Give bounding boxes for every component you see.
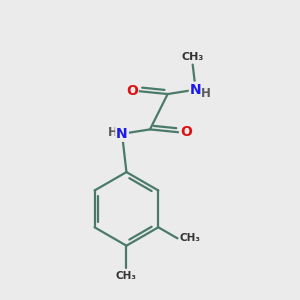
Text: O: O	[126, 84, 138, 98]
Text: CH₃: CH₃	[182, 52, 204, 62]
Text: N: N	[116, 127, 128, 141]
Text: H: H	[108, 126, 118, 139]
Text: CH₃: CH₃	[116, 271, 137, 281]
Text: N: N	[190, 82, 202, 97]
Text: CH₃: CH₃	[180, 233, 201, 243]
Text: O: O	[180, 125, 192, 139]
Text: H: H	[201, 87, 211, 100]
